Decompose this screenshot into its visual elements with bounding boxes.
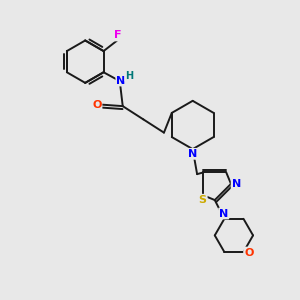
Text: N: N bbox=[232, 179, 241, 189]
Text: H: H bbox=[125, 71, 133, 81]
Text: S: S bbox=[199, 195, 207, 205]
Text: F: F bbox=[114, 31, 121, 40]
Text: N: N bbox=[219, 208, 228, 218]
Text: O: O bbox=[244, 248, 254, 258]
Text: N: N bbox=[116, 76, 126, 85]
Text: O: O bbox=[92, 100, 101, 110]
Text: N: N bbox=[188, 149, 197, 159]
